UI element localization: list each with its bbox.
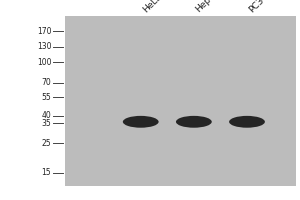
Ellipse shape	[176, 116, 212, 128]
Text: HeLa: HeLa	[141, 0, 163, 14]
Text: HepG2: HepG2	[194, 0, 222, 14]
Text: 55: 55	[41, 93, 51, 102]
Text: 170: 170	[37, 27, 51, 36]
Text: 100: 100	[37, 58, 51, 67]
Ellipse shape	[123, 116, 159, 128]
Text: PC3: PC3	[247, 0, 266, 14]
Text: 40: 40	[41, 111, 51, 120]
Bar	[64, 16, 296, 186]
Ellipse shape	[229, 116, 265, 128]
Text: 15: 15	[42, 168, 51, 177]
Text: 130: 130	[37, 42, 51, 51]
Text: 25: 25	[42, 139, 51, 148]
Text: 70: 70	[41, 78, 51, 87]
Text: 35: 35	[41, 119, 51, 128]
